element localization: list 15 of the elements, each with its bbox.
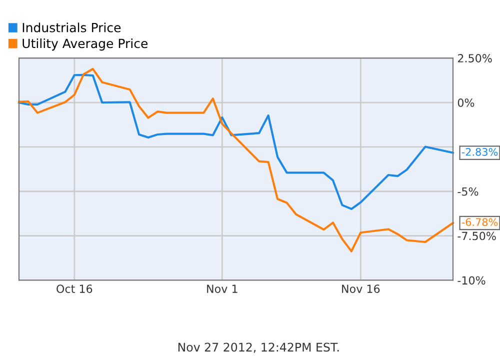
y-tick-label: -7.50% — [458, 232, 496, 240]
legend-label: Industrials Price — [22, 22, 121, 32]
x-tick-label: Oct 16 — [56, 284, 92, 294]
line-series — [18, 74, 454, 210]
text: Nov 27 2012, 12:42PM EST. — [178, 342, 339, 353]
legend-label: Utility Average Price — [22, 38, 148, 51]
y-tick-label: -10% — [458, 276, 486, 285]
y-tick-label: 0% — [458, 98, 474, 107]
line-series — [18, 68, 454, 252]
x-tick-label: Nov 1 — [207, 284, 238, 294]
x-tick-label: Nov 16 — [342, 284, 380, 294]
y-tick-label: -5% — [458, 187, 478, 196]
y-tick-label: 2.50% — [458, 54, 492, 62]
data-label: -2.83% — [462, 148, 498, 156]
data-label: -6.78% — [462, 218, 498, 226]
